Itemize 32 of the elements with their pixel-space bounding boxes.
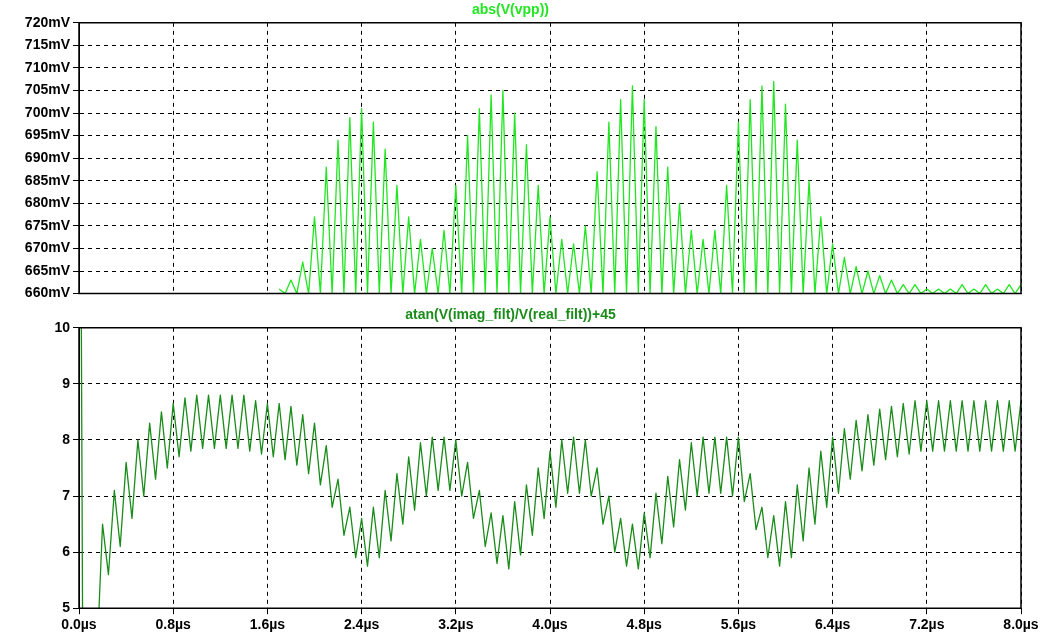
x-tick-label: 6.4µs (814, 616, 851, 633)
x-tick-label: 7.2µs (909, 616, 945, 633)
x-tick-label: 0.8µs (155, 616, 192, 633)
y-tick-label: 695mV (24, 126, 71, 143)
y-tick-label: 700mV (24, 103, 71, 120)
y-tick-label: 10 (54, 318, 71, 335)
y-tick-label: 715mV (24, 36, 71, 53)
chart-title: atan(V(imag_filt)/V(real_filt))+45 (405, 306, 616, 323)
y-tick-label: 9 (62, 374, 71, 391)
y-tick-label: 8 (62, 430, 71, 447)
y-tick-label: 685mV (24, 171, 71, 188)
y-tick-label: 720mV (24, 13, 71, 30)
y-tick-label: 675mV (24, 216, 71, 233)
x-tick-label: 5.6µs (720, 616, 757, 633)
x-tick-label: 1.6µs (249, 616, 286, 633)
y-tick-label: 660mV (24, 284, 71, 301)
x-tick-label: 8.0µs (1003, 616, 1039, 633)
y-tick-label: 690mV (24, 149, 71, 166)
x-tick-label: 0.0µs (61, 616, 97, 633)
x-tick-label: 4.8µs (626, 616, 663, 633)
y-tick-label: 5 (62, 599, 71, 616)
y-tick-label: 670mV (24, 239, 71, 256)
y-tick-label: 7 (62, 486, 71, 503)
x-tick-label: 2.4µs (343, 616, 380, 633)
y-tick-label: 705mV (24, 81, 71, 98)
x-tick-label: 4.0µs (532, 616, 568, 633)
x-tick-label: 3.2µs (438, 616, 474, 633)
chart-title: abs(V(vpp)) (472, 1, 549, 18)
y-tick-label: 710mV (24, 58, 71, 75)
y-tick-label: 6 (62, 542, 71, 559)
y-tick-label: 665mV (24, 261, 71, 278)
y-tick-label: 680mV (24, 194, 71, 211)
